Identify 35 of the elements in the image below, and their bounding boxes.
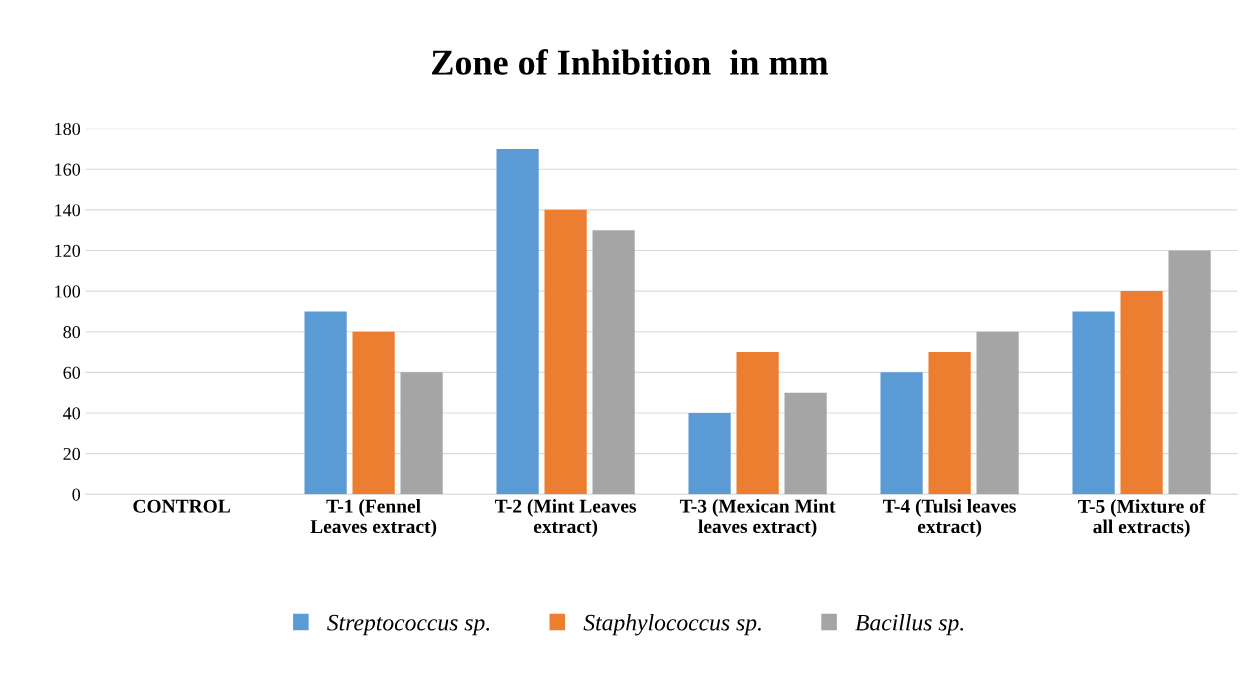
x-tick-label: T-3 (Mexican Mint leaves extract) [679, 499, 836, 538]
x-tick-label: T-4 (Tulsi leaves extract) [883, 499, 1016, 538]
y-tick-label: 180 [55, 122, 81, 136]
y-tick-label: 140 [55, 204, 81, 217]
bar [880, 372, 923, 495]
x-tick-label: T-2 (Mint Leaves extract) [494, 499, 637, 538]
bar [1072, 311, 1115, 495]
bar [304, 311, 347, 495]
bar [496, 148, 539, 495]
bar [400, 372, 443, 495]
y-tick-label: 100 [55, 285, 81, 298]
y-tick-label: 40 [63, 407, 81, 420]
legend-label: Bacillus sp. [855, 613, 964, 636]
bar [736, 352, 779, 495]
bar [352, 331, 395, 495]
y-tick-label: 120 [55, 244, 81, 257]
y-tick-label: 160 [55, 163, 81, 176]
y-tick-label: 20 [63, 447, 81, 461]
bar [688, 412, 731, 495]
legend-label: Streptococcus sp. [327, 614, 490, 636]
bar [544, 209, 587, 495]
y-tick-label: 60 [63, 366, 81, 379]
bar [928, 352, 971, 495]
chart-title: Zone of Inhibition in mm [432, 49, 829, 75]
x-tick-label: T-1 (Fennel Leaves extract) [310, 499, 437, 538]
y-tick-label: 0 [72, 488, 81, 501]
bar [592, 230, 635, 495]
bar [784, 392, 827, 495]
legend-label: Staphylococcus sp. [583, 613, 761, 636]
x-tick-label: CONTROL [133, 499, 230, 513]
bar [1120, 291, 1163, 495]
y-tick-label: 80 [63, 325, 81, 339]
x-tick-label: T-5 (Mixture of all extracts) [1078, 499, 1206, 538]
bar [1168, 250, 1211, 495]
bar [976, 331, 1019, 495]
